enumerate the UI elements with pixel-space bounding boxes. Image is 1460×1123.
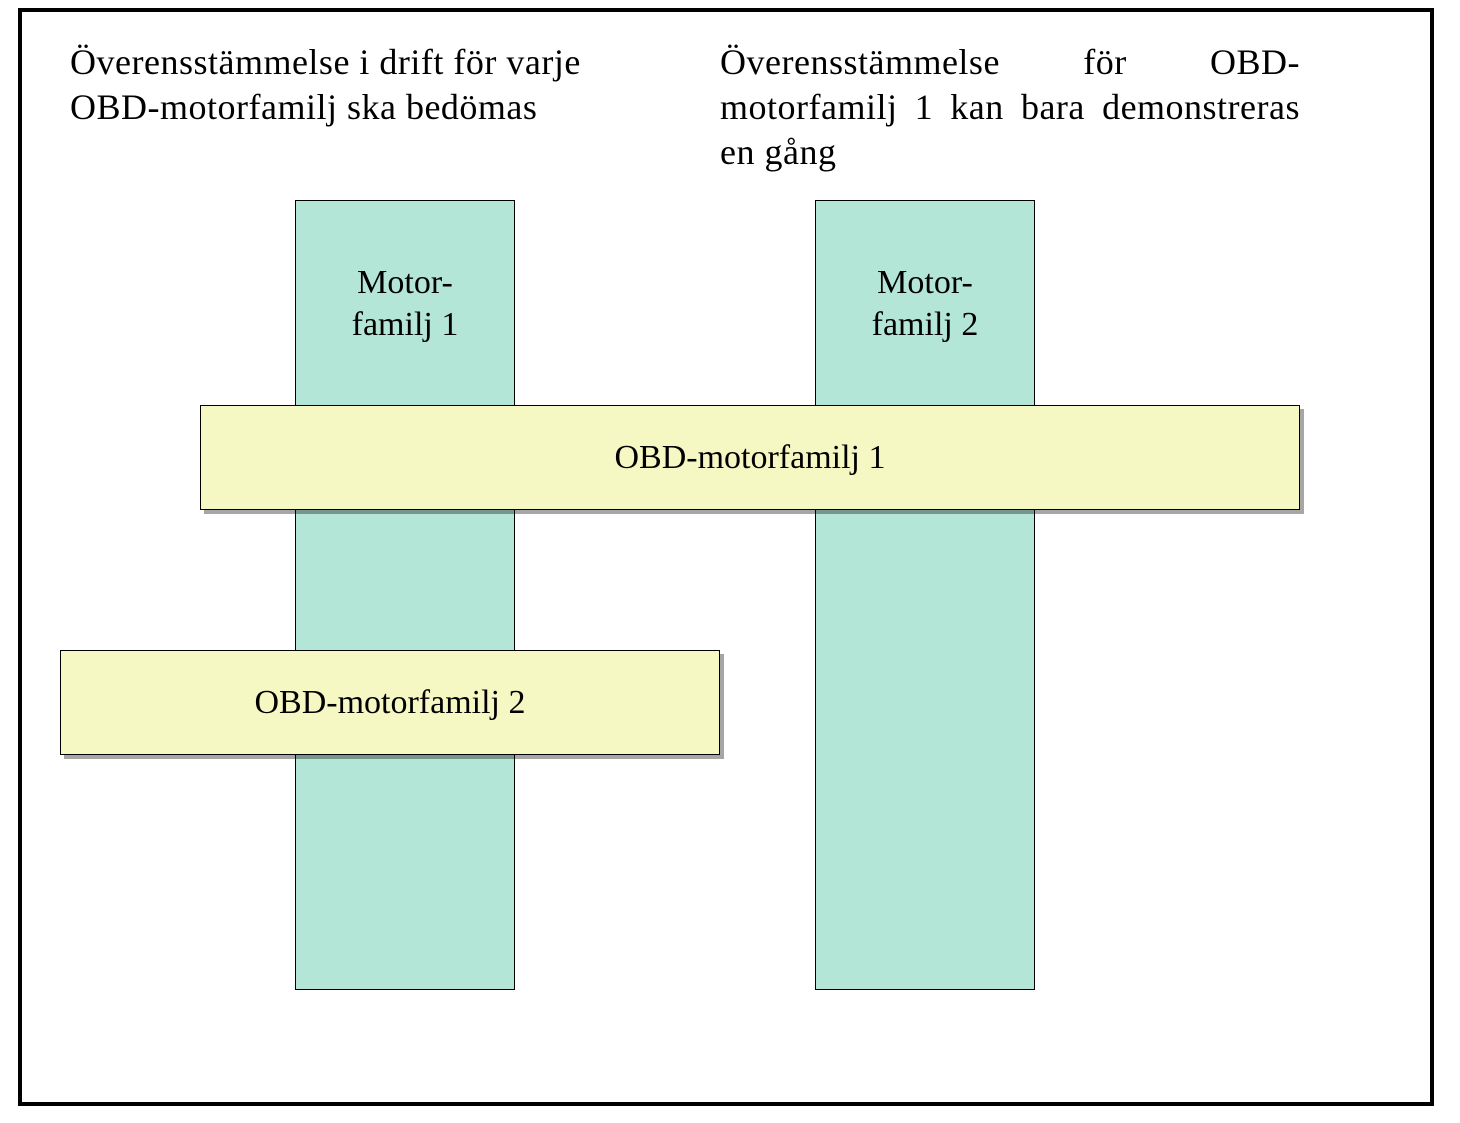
obd-family-1-bar: OBD-motorfamilj 1 bbox=[200, 405, 1300, 510]
obd-family-2-label: OBD-motorfamilj 2 bbox=[254, 684, 525, 722]
motor-family-2-bar: Motor- familj 2 bbox=[815, 200, 1035, 990]
caption-right: Överensstämmelse för OBD-motorfamilj 1 k… bbox=[720, 40, 1300, 175]
motor-family-1-label: Motor- familj 1 bbox=[352, 264, 459, 344]
caption-left: Överensstämmelse i drift för varje OBD-m… bbox=[70, 40, 630, 130]
motor-family-2-label: Motor- familj 2 bbox=[872, 264, 979, 344]
caption-left-text: Överensstämmelse i drift för varje OBD-m… bbox=[70, 42, 581, 127]
motor-family-1-bar: Motor- familj 1 bbox=[295, 200, 515, 990]
obd-family-1-label: OBD-motorfamilj 1 bbox=[614, 439, 885, 477]
obd-family-2-bar: OBD-motorfamilj 2 bbox=[60, 650, 720, 755]
caption-right-text: Överensstämmelse för OBD-motorfamilj 1 k… bbox=[720, 42, 1300, 172]
diagram-canvas: Motor- familj 1 Motor- familj 2 OBD-moto… bbox=[0, 0, 1460, 1123]
